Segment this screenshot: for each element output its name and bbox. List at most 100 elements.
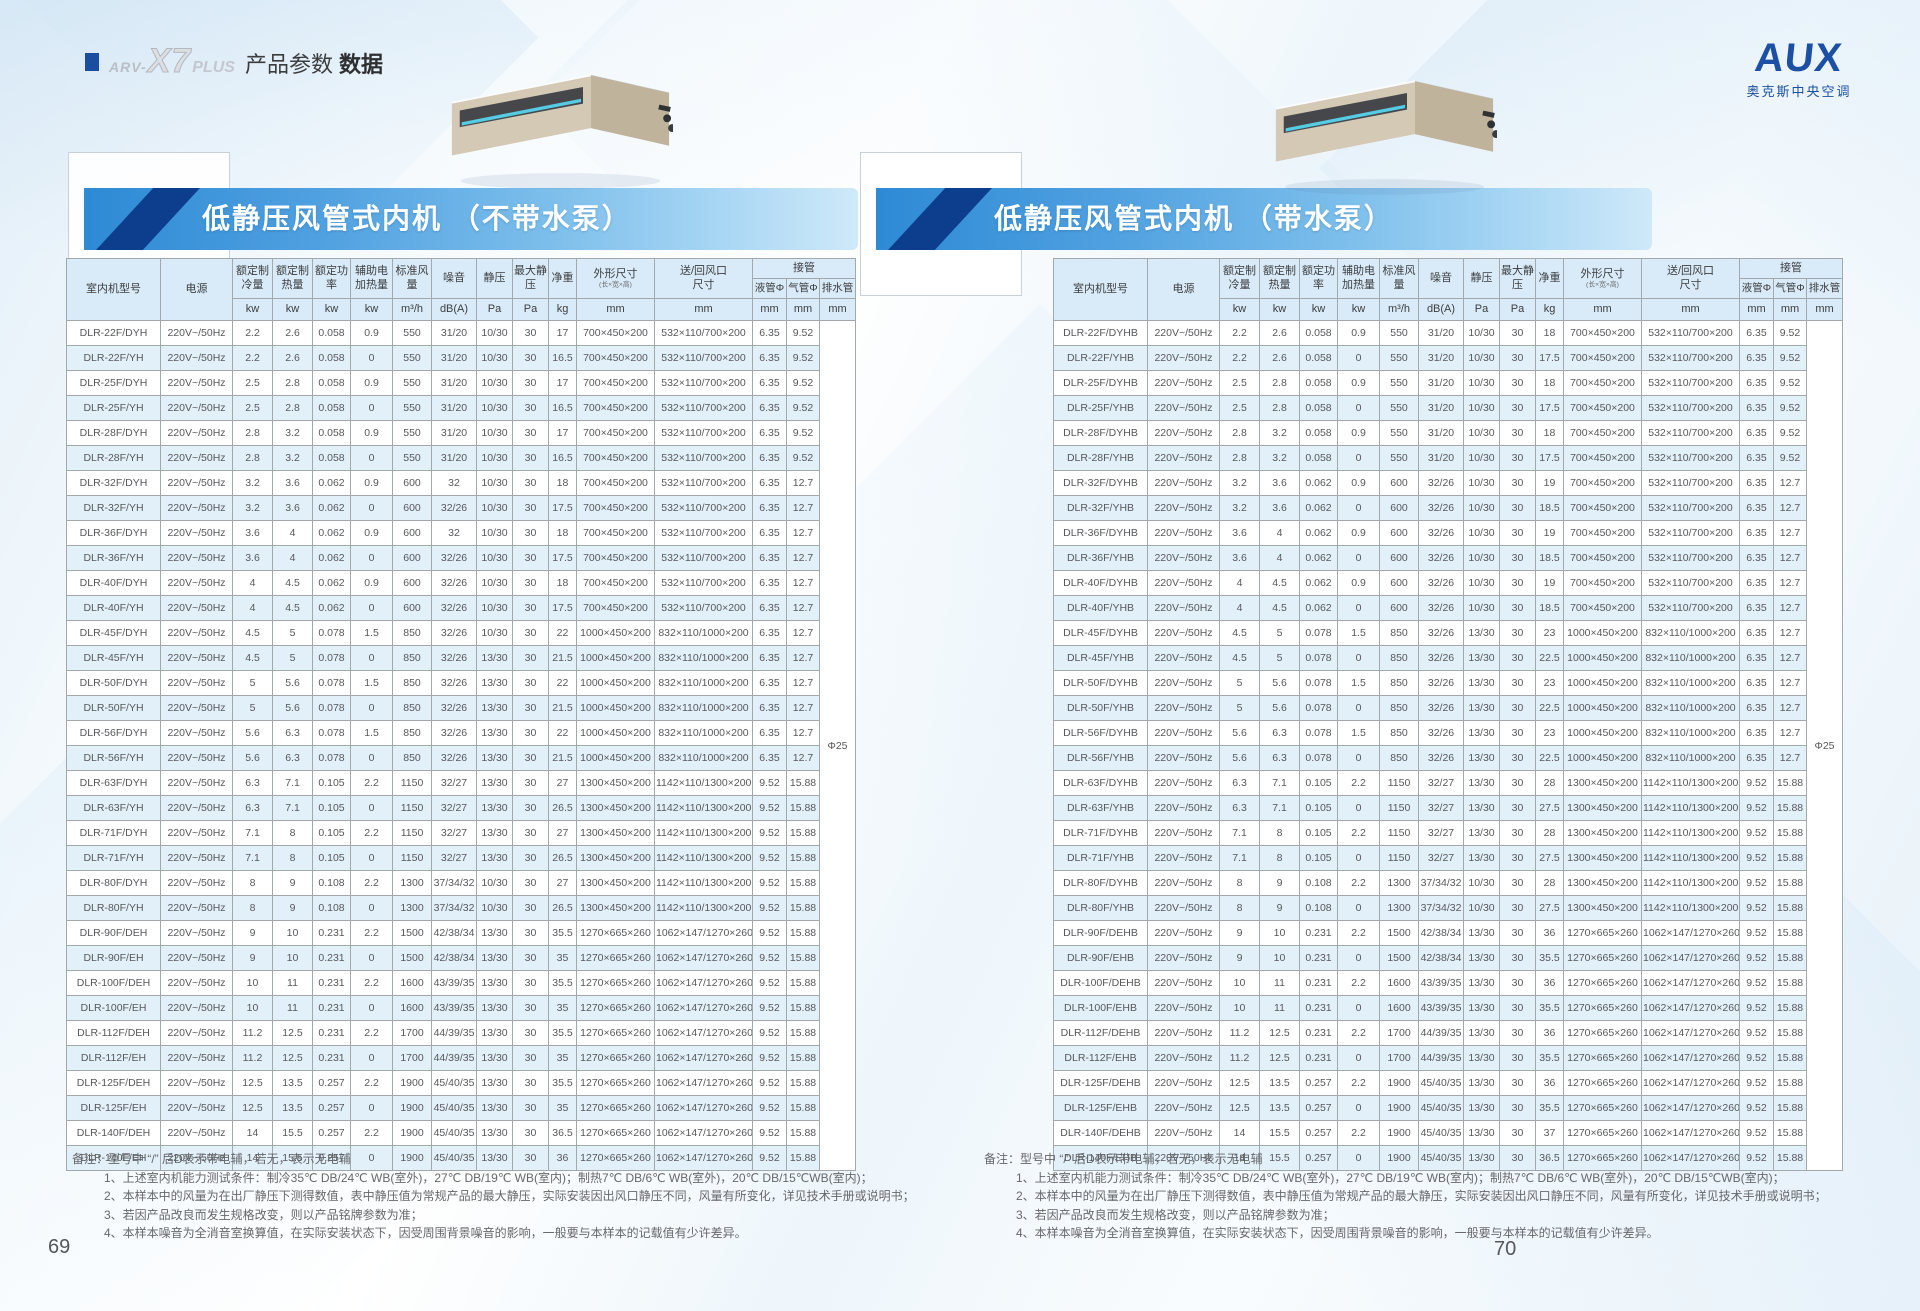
table-cell: 0.062 bbox=[1299, 545, 1338, 571]
table-cell: 32/26 bbox=[1418, 470, 1464, 496]
table-cell: 9.52 bbox=[1739, 1020, 1774, 1046]
table-cell: 32/26 bbox=[1418, 595, 1464, 621]
table-cell: 15.88 bbox=[1773, 1120, 1807, 1146]
table-cell: DLR-71F/YHB bbox=[1053, 845, 1148, 871]
table-cell: 8 bbox=[232, 895, 273, 921]
table-cell: 1270×665×260 bbox=[576, 945, 655, 971]
table-cell: 15.88 bbox=[786, 770, 820, 796]
table-cell: 220V~/50Hz bbox=[1147, 345, 1220, 371]
drain-pipe-merged-cell: Φ25 bbox=[818, 320, 857, 1171]
table-cell: 220V~/50Hz bbox=[160, 1045, 233, 1071]
table-cell: DLR-36F/DYHB bbox=[1053, 520, 1148, 546]
table-cell: 1300×450×200 bbox=[1563, 770, 1642, 796]
table-cell: 2.2 bbox=[350, 870, 393, 896]
table-cell: 220V~/50Hz bbox=[160, 995, 233, 1021]
table-cell: 700×450×200 bbox=[576, 545, 655, 571]
table-cell: 532×110/700×200 bbox=[654, 520, 753, 546]
table-cell: 2.2 bbox=[1337, 1020, 1380, 1046]
table-cell: 6.35 bbox=[752, 570, 787, 596]
table-row: DLR-25F/DYHB 220V~/50Hz 2.5 2.8 0.058 0.9 550 3… bbox=[1053, 370, 1843, 396]
table-cell: 220V~/50Hz bbox=[160, 345, 233, 371]
table-row: DLR-90F/EHB 220V~/50Hz 9 10 0.231 0 1500 42/38/… bbox=[1053, 945, 1843, 971]
table-cell: 220V~/50Hz bbox=[160, 670, 233, 696]
table-cell: 6.3 bbox=[272, 745, 313, 771]
table-row: DLR-100F/EH 220V~/50Hz 10 11 0.231 0 1600 43/39… bbox=[66, 995, 856, 1021]
table-cell: 7.1 bbox=[1219, 845, 1260, 871]
table-cell: 4.5 bbox=[272, 595, 313, 621]
table-cell: 600 bbox=[1379, 470, 1419, 496]
table-row: DLR-45F/DYHB 220V~/50Hz 4.5 5 0.078 1.5 850 32/… bbox=[1053, 620, 1843, 646]
table-cell: 30 bbox=[1499, 820, 1536, 846]
table-cell: 10 bbox=[1259, 945, 1300, 971]
table-cell: 0.105 bbox=[312, 795, 351, 821]
table-cell: 0 bbox=[1337, 1095, 1380, 1121]
table-cell: 13/30 bbox=[1463, 720, 1500, 746]
table-cell: 0 bbox=[1337, 495, 1380, 521]
table-cell: 30 bbox=[512, 1070, 549, 1096]
table-cell: 700×450×200 bbox=[1563, 395, 1642, 421]
table-cell: DLR-140F/EH bbox=[66, 1145, 161, 1171]
table-cell: 11.2 bbox=[232, 1020, 273, 1046]
table-cell: 700×450×200 bbox=[1563, 520, 1642, 546]
table-cell: 12.7 bbox=[786, 495, 820, 521]
table-cell: 850 bbox=[1379, 720, 1419, 746]
table-cell: 27 bbox=[548, 870, 577, 896]
column-header: 额定制热量 bbox=[272, 258, 313, 299]
table-cell: 6.3 bbox=[1259, 745, 1300, 771]
table-cell: 3.6 bbox=[232, 520, 273, 546]
column-header: 辅助电加热量 bbox=[350, 258, 393, 299]
unit-header: mm bbox=[576, 298, 655, 321]
table-cell: 9 bbox=[1259, 870, 1300, 896]
table-row: DLR-140F/EH 220V~/50Hz 14 15.5 0.257 0 1900 45/… bbox=[66, 1145, 856, 1171]
table-cell: 17.5 bbox=[1535, 445, 1564, 471]
table-cell: 13/30 bbox=[476, 670, 513, 696]
table-cell: 0.231 bbox=[312, 945, 351, 971]
table-cell: 13/30 bbox=[476, 995, 513, 1021]
table-cell: 12.5 bbox=[272, 1045, 313, 1071]
table-row: DLR-36F/YH 220V~/50Hz 3.6 4 0.062 0 600 32/26 10… bbox=[66, 545, 856, 571]
table-cell: 1062×147/1270×260 bbox=[654, 1070, 753, 1096]
table-cell: 1000×450×200 bbox=[1563, 745, 1642, 771]
table-cell: 45/40/35 bbox=[1418, 1120, 1464, 1146]
table-cell: 220V~/50Hz bbox=[160, 745, 233, 771]
table-cell: 2.6 bbox=[272, 345, 313, 371]
table-cell: 9.52 bbox=[752, 795, 787, 821]
indoor-unit-image bbox=[1275, 80, 1497, 195]
table-cell: 532×110/700×200 bbox=[654, 595, 753, 621]
column-header-power: 电源 bbox=[160, 258, 233, 321]
table-cell: 1270×665×260 bbox=[1563, 920, 1642, 946]
table-cell: 32/26 bbox=[431, 670, 477, 696]
table-cell: 0 bbox=[350, 745, 393, 771]
table-cell: 532×110/700×200 bbox=[654, 320, 753, 346]
column-header-model: 室内机型号 bbox=[1053, 258, 1148, 321]
table-cell: 10/30 bbox=[476, 470, 513, 496]
table-row: DLR-100F/DEHB 220V~/50Hz 10 11 0.231 2.2 1600 4… bbox=[1053, 970, 1843, 996]
table-cell: 0.062 bbox=[312, 520, 351, 546]
banner-slant-icon bbox=[888, 188, 992, 250]
unit-header: Pa bbox=[476, 298, 513, 321]
table-cell: 5.6 bbox=[272, 670, 313, 696]
table-cell: DLR-40F/YHB bbox=[1053, 595, 1148, 621]
table-cell: 26.5 bbox=[548, 795, 577, 821]
table-cell: 7.1 bbox=[232, 845, 273, 871]
table-cell: DLR-90F/DEHB bbox=[1053, 920, 1148, 946]
table-cell: 2.6 bbox=[272, 320, 313, 346]
table-cell: 1270×665×260 bbox=[1563, 1095, 1642, 1121]
table-cell: DLR-22F/DYHB bbox=[1053, 320, 1148, 346]
table-cell: 0.105 bbox=[312, 845, 351, 871]
table-cell: 35.5 bbox=[548, 1020, 577, 1046]
table-cell: 1062×147/1270×260 bbox=[654, 1145, 753, 1171]
table-cell: 12.7 bbox=[786, 520, 820, 546]
table-cell: 1150 bbox=[1379, 770, 1419, 796]
table-cell: 0.062 bbox=[1299, 595, 1338, 621]
table-cell: 18 bbox=[1535, 420, 1564, 446]
table-cell: 30 bbox=[512, 1145, 549, 1171]
unit-header: mm bbox=[654, 298, 753, 321]
table-cell: 15.88 bbox=[786, 870, 820, 896]
table-cell: 32/26 bbox=[431, 595, 477, 621]
aux-logo-text: AUX bbox=[1752, 36, 1846, 80]
table-cell: 30 bbox=[1499, 595, 1536, 621]
table-cell: DLR-125F/DEH bbox=[66, 1070, 161, 1096]
table-cell: DLR-125F/DEHB bbox=[1053, 1070, 1148, 1096]
table-cell: 1062×147/1270×260 bbox=[1641, 1020, 1740, 1046]
